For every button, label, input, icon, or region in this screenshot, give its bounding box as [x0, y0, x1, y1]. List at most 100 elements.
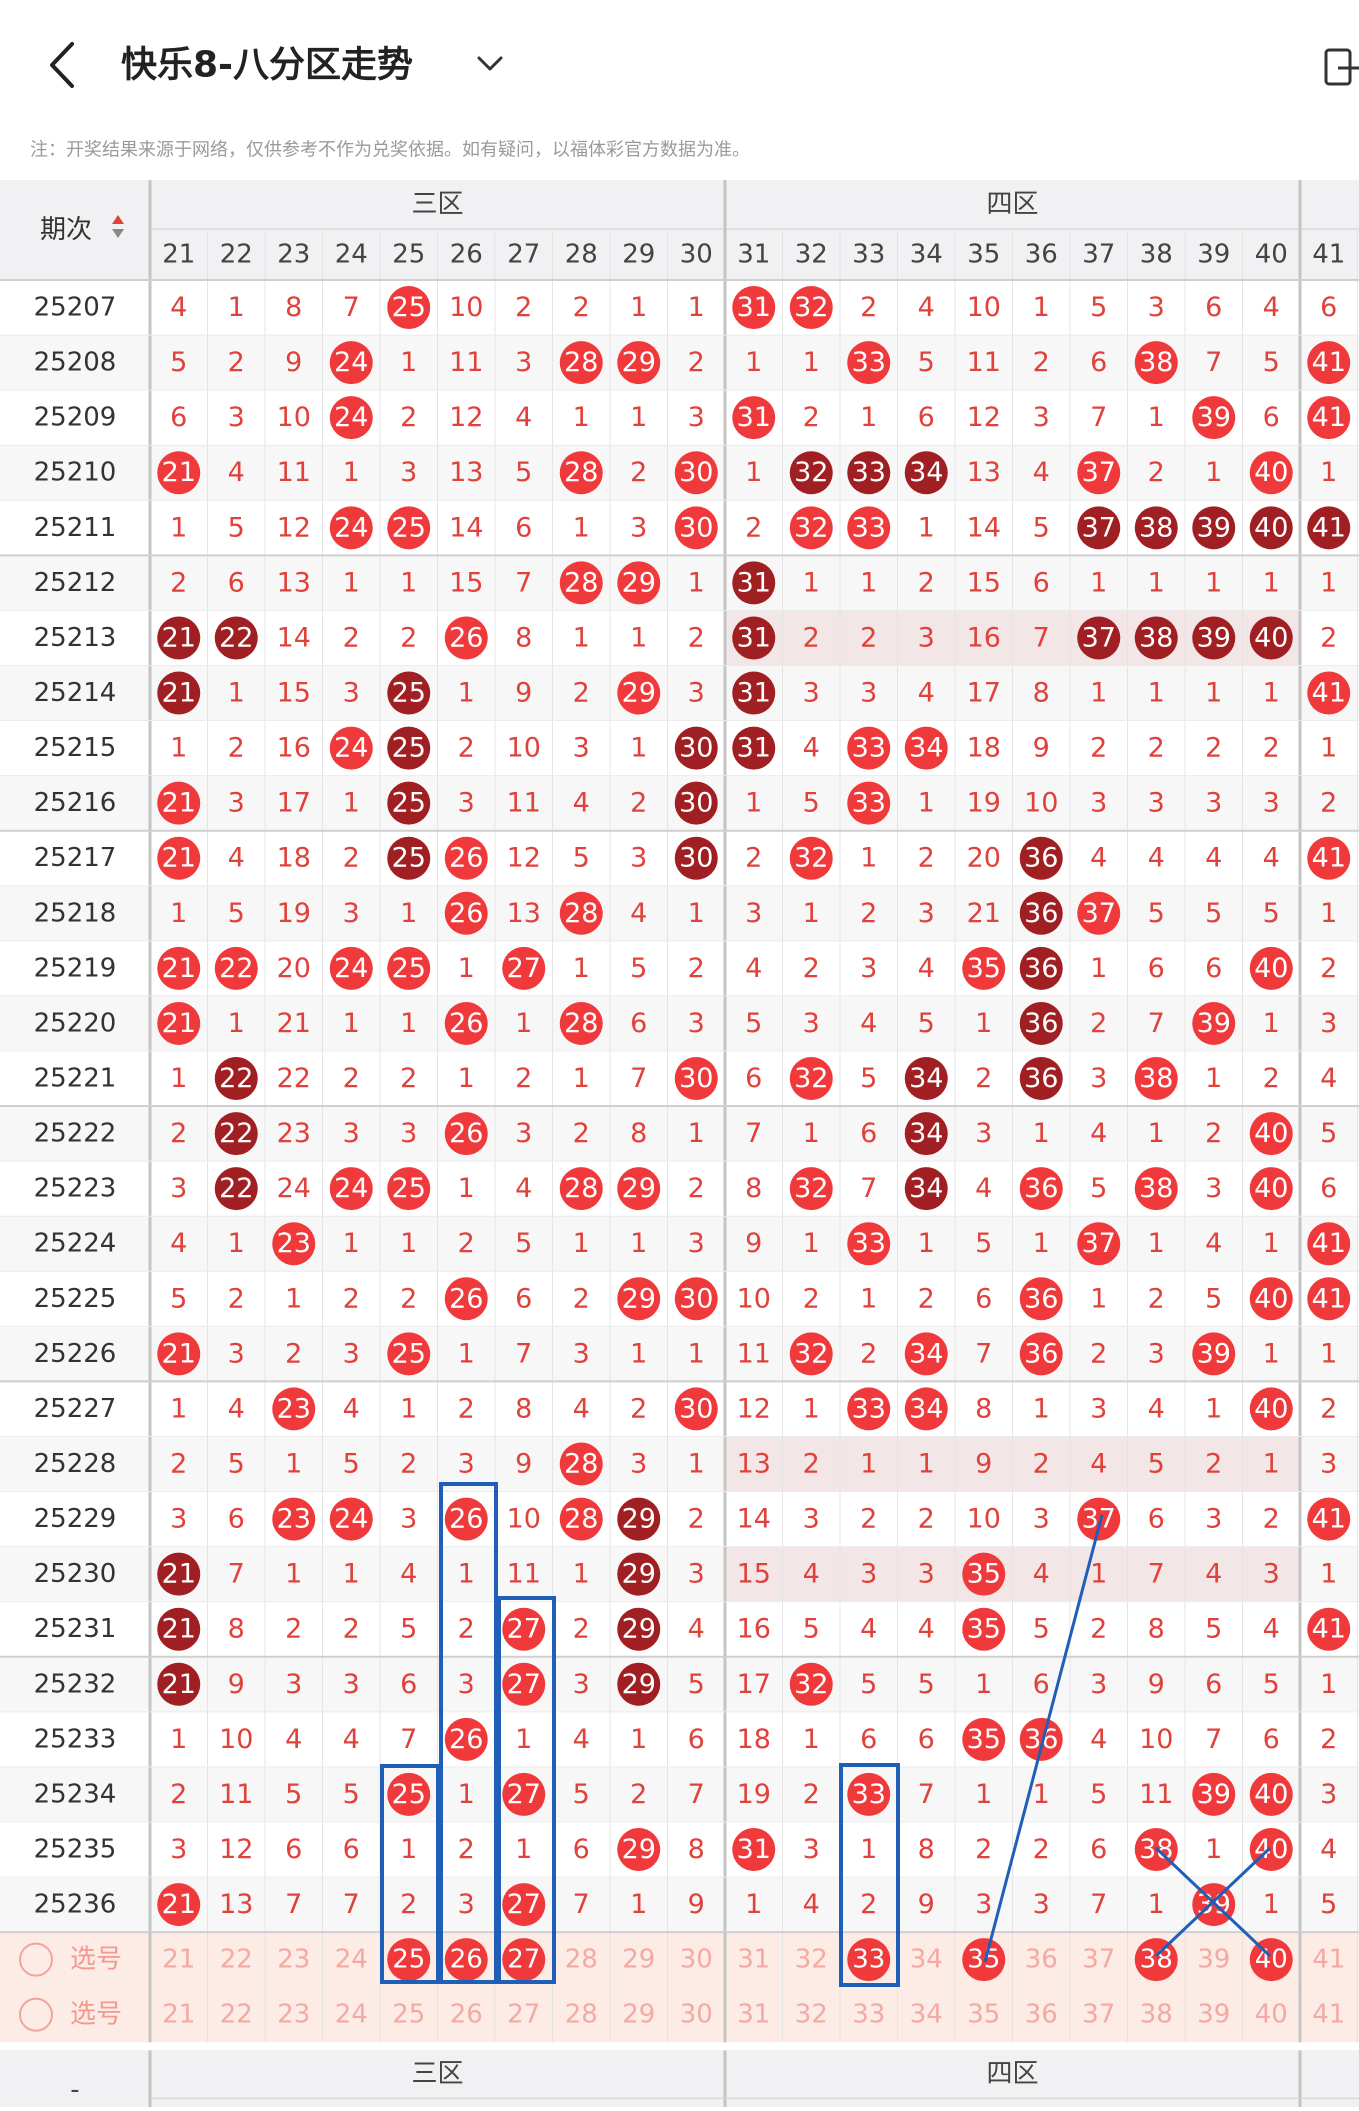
period: 25227: [34, 1394, 117, 1424]
cell-value: 36: [1024, 843, 1058, 874]
pick-number[interactable]: 32: [795, 2000, 828, 2030]
pick-number[interactable]: 30: [680, 1945, 713, 1975]
pick-number[interactable]: 30: [680, 2000, 713, 2030]
cell-value: 30: [679, 1063, 713, 1094]
pick-number[interactable]: 28: [565, 2000, 598, 2030]
column-number: 40: [1255, 240, 1288, 270]
cell-value: 24: [334, 402, 368, 433]
repeat-ball: [214, 1167, 258, 1211]
pick-number[interactable]: 33: [852, 2000, 885, 2030]
pick-number[interactable]: 22: [220, 2000, 253, 2030]
pick-number[interactable]: 24: [335, 2000, 368, 2030]
cell-value: 1: [343, 1228, 360, 1259]
pick-number[interactable]: 35: [967, 2000, 1000, 2030]
cell-value: 1: [1320, 898, 1337, 929]
cell-value: 4: [1090, 1724, 1107, 1755]
cell-value: 1: [860, 1834, 877, 1865]
pick-number[interactable]: 39: [1197, 1945, 1230, 1975]
hit-ball: [789, 506, 833, 550]
pick-number[interactable]: 36: [1025, 2000, 1058, 2030]
cell-value: 9: [745, 1228, 762, 1259]
cell-value: 26: [449, 843, 483, 874]
cell-value: 1: [400, 1008, 417, 1039]
title-dropdown[interactable]: [477, 56, 503, 71]
cell-value: 1: [170, 512, 187, 543]
cell-value: 3: [1148, 788, 1165, 819]
cell-value: 1: [745, 1889, 762, 1920]
pick-number[interactable]: 21: [162, 1945, 195, 1975]
pick-number[interactable]: 41: [1312, 2000, 1345, 2030]
cell-value: 36: [1024, 1008, 1058, 1039]
repeat-ball: [214, 616, 258, 660]
pick-number[interactable]: 38: [1140, 1945, 1173, 1975]
pick-number[interactable]: 34: [910, 2000, 943, 2030]
menu-icon[interactable]: [1324, 48, 1359, 86]
cell-value: 2: [285, 1614, 302, 1645]
pick-number[interactable]: 25: [392, 1945, 425, 1975]
cell-value: 3: [1320, 1779, 1337, 1810]
pick-number[interactable]: 39: [1197, 2000, 1230, 2030]
pick-number[interactable]: 35: [967, 1945, 1000, 1975]
cell-value: 6: [228, 1504, 245, 1535]
cell-value: 2: [688, 1504, 705, 1535]
pick-number[interactable]: 22: [220, 1945, 253, 1975]
cell-value: 36: [1024, 1173, 1058, 1204]
page-title[interactable]: 快乐8-八分区走势: [121, 45, 413, 86]
cell-value: 5: [573, 843, 590, 874]
cell-value: 13: [507, 898, 541, 929]
cell-value: 3: [458, 1889, 475, 1920]
pick-number[interactable]: 29: [622, 1945, 655, 1975]
cell-value: 4: [1148, 1393, 1165, 1424]
pick-number[interactable]: 27: [507, 1945, 540, 1975]
pick-number[interactable]: 32: [795, 1945, 828, 1975]
cell-value: 5: [630, 953, 647, 984]
cell-value: 1: [1148, 1889, 1165, 1920]
cell-value: 6: [228, 567, 245, 598]
pick-number[interactable]: 37: [1082, 1945, 1115, 1975]
pick-number[interactable]: 27: [507, 2000, 540, 2030]
pick-number[interactable]: 31: [737, 2000, 770, 2030]
cell-value: 4: [688, 1614, 705, 1645]
pick-number[interactable]: 36: [1025, 1945, 1058, 1975]
pick-number[interactable]: 34: [910, 1945, 943, 1975]
pick-number[interactable]: 41: [1312, 1945, 1345, 1975]
cell-value: 28: [564, 567, 598, 598]
pick-number[interactable]: 31: [737, 1945, 770, 1975]
pick-number[interactable]: 26: [450, 2000, 483, 2030]
cell-value: 3: [1205, 1504, 1222, 1535]
pick-number[interactable]: 23: [277, 1945, 310, 1975]
pick-number[interactable]: 21: [162, 2000, 195, 2030]
pick-number[interactable]: 26: [450, 1945, 483, 1975]
cell-value: 30: [679, 733, 713, 764]
pick-checkbox[interactable]: [19, 1942, 53, 1977]
pick-number[interactable]: 40: [1255, 1945, 1288, 1975]
cell-value: 1: [515, 1008, 532, 1039]
cell-value: 2: [688, 953, 705, 984]
row-stripe: [0, 1656, 1359, 1712]
cell-value: 4: [918, 953, 935, 984]
pick-number[interactable]: 23: [277, 2000, 310, 2030]
repeat-ball: [732, 671, 776, 715]
pick-number[interactable]: 24: [335, 1945, 368, 1975]
cell-value: 2: [630, 1393, 647, 1424]
cell-value: 30: [679, 1393, 713, 1424]
cell-value: 1: [1090, 1559, 1107, 1590]
cell-value: 11: [449, 347, 483, 378]
cell-value: 22: [219, 1173, 253, 1204]
cell-value: 7: [400, 1724, 417, 1755]
pick-number[interactable]: 29: [622, 2000, 655, 2030]
hit-ball: [387, 506, 431, 550]
pick-number[interactable]: 28: [565, 1945, 598, 1975]
pick-number[interactable]: 37: [1082, 2000, 1115, 2030]
pick-number[interactable]: 25: [392, 2000, 425, 2030]
cell-value: 38: [1139, 1063, 1173, 1094]
pick-number[interactable]: 38: [1140, 2000, 1173, 2030]
hit-ball: [674, 451, 718, 495]
pick-number[interactable]: 40: [1255, 2000, 1288, 2030]
back-button[interactable]: [50, 42, 74, 88]
pick-checkbox[interactable]: [19, 1997, 53, 2032]
pick-number[interactable]: 33: [852, 1945, 885, 1975]
cell-value: 1: [688, 1338, 705, 1369]
cell-value: 4: [228, 457, 245, 488]
hit-ball: [329, 506, 373, 550]
